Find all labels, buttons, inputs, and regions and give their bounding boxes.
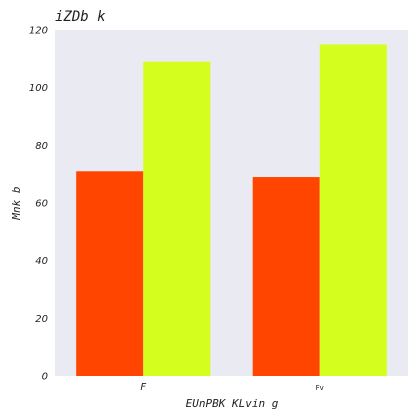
y-axis-label: Mnk b (10, 186, 23, 220)
y-tick-label: 120 (29, 26, 48, 37)
bar-F-series-1 (76, 171, 144, 376)
y-tick-label: 100 (29, 83, 48, 94)
y-tick-labels: 0 20 40 60 80 100 120 (29, 26, 48, 383)
y-tick-label: 60 (35, 199, 48, 210)
x-tick-labels: F Fv (140, 382, 323, 393)
y-tick-label: 0 (42, 372, 48, 383)
y-tick-label: 40 (35, 256, 48, 267)
y-tick-label: 20 (35, 314, 48, 325)
bar-Fv-series-1 (252, 177, 320, 376)
bar-Fv-series-2 (319, 44, 387, 377)
x-tick-label: F (140, 382, 146, 393)
x-tick-label: Fv (316, 384, 324, 392)
x-axis-label: EUnPBK KLvin g (186, 397, 279, 410)
chart-title: iZDb k (55, 9, 106, 25)
bar-F-series-2 (143, 61, 211, 376)
y-tick-label: 80 (35, 141, 48, 152)
bars-group (76, 44, 387, 377)
